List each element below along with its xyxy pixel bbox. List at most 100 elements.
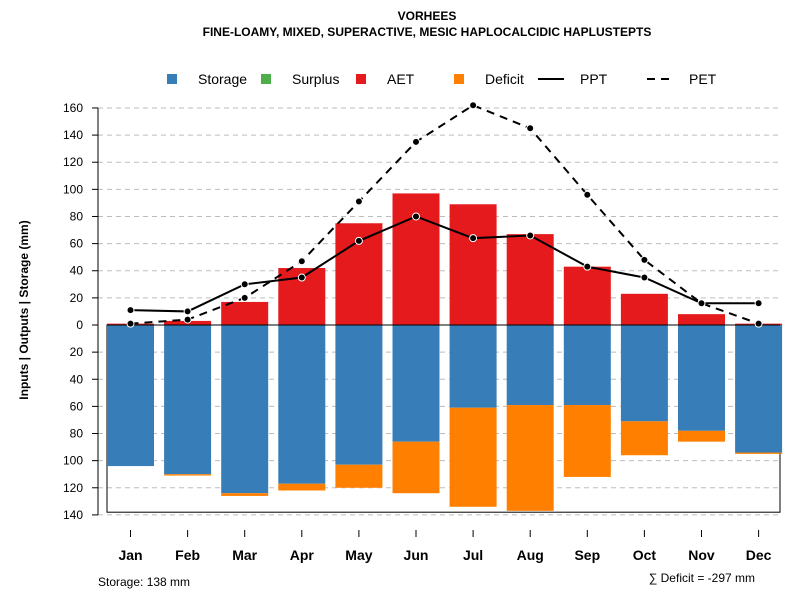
y-tick-label: 100 [63,182,83,196]
y-tick-label: 100 [63,454,83,468]
pet-point [183,315,192,324]
y-tick-label: 40 [70,264,84,278]
x-tick-label: Jul [463,547,483,563]
chart-subtitle: FINE-LOAMY, MIXED, SUPERACTIVE, MESIC HA… [203,25,652,39]
y-tick-label: 80 [70,209,84,223]
axes: 160 140 120 100 80 60 40 20 0 20 40 60 80 100 120 140 Ja… [63,101,772,563]
y-tick-label: 140 [63,508,83,522]
deficit-bar [164,474,212,476]
chart-title: VORHEES [398,9,457,23]
x-tick-label: Oct [633,547,657,563]
x-tick-label: Apr [290,547,315,563]
pet-point [754,319,763,328]
y-tick-label: 0 [76,318,83,332]
aet-bar [620,293,668,325]
storage-footnote: Storage: 138 mm [98,575,190,589]
pet-line [130,104,759,325]
deficit-bar [678,430,725,442]
y-tick-label: 80 [70,427,84,441]
storage-bar [392,325,440,442]
ppt-point [469,234,478,243]
ppt-line [130,215,759,313]
pet-point [354,197,363,206]
ppt-point [754,299,763,308]
pet-point [526,124,535,133]
y-axis-label: Inputs | Outputs | Storage (mm) [17,220,31,399]
y-tick-label: 40 [70,372,84,386]
y-tick-label: 120 [63,481,83,495]
legend-swatch [167,74,177,84]
aet-bar [678,314,725,325]
legend-label: PPT [580,71,608,87]
storage-bar [735,325,783,453]
x-tick-label: Jan [118,547,142,563]
legend-entry-deficit: Deficit [454,71,524,87]
legend-label: AET [387,71,415,87]
pet-point [240,293,249,302]
deficit-bar [392,441,440,494]
x-tick-label: May [345,547,372,563]
ppt-point [240,280,249,289]
pet-point [469,101,478,110]
deficit-bar [506,405,554,511]
ppt-point [697,299,706,308]
deficit-bar [335,464,383,488]
aet-bar [449,204,497,325]
storage-bar [164,325,212,475]
x-tick-label: Dec [746,547,772,563]
legend-label: Storage [198,71,247,87]
aet-bar [506,234,554,325]
aet-bar [221,301,269,325]
y-tick-label: 20 [70,345,84,359]
legend-entry-storage: Storage [167,71,247,87]
legend-swatch [454,74,464,84]
legend: Storage Surplus AET Deficit PPT PET [167,71,717,87]
y-tick-label: 20 [70,291,84,305]
x-tick-label: Jun [404,547,429,563]
legend-swatch [356,74,366,84]
ppt-point [412,212,420,221]
pet-point [640,255,649,264]
pet-point [126,319,135,328]
deficit-bar [449,407,497,507]
pet-point [412,137,420,146]
deficit-footnote: ∑ Deficit = -297 mm [649,571,755,585]
x-tick-label: Nov [688,547,715,563]
x-tick-label: Mar [232,547,257,563]
deficit-bar [221,493,269,496]
storage-bar [107,325,154,467]
ppt-point [126,306,135,315]
ppt-point [640,273,649,282]
deficit-bar [278,483,326,491]
y-tick-label: 160 [63,101,83,115]
deficit-bar [620,421,668,456]
deficit-bar [735,452,783,454]
y-tick-label: 60 [70,399,84,413]
storage-bar [506,325,554,406]
storage-bar [449,325,497,408]
ppt-point [354,236,363,245]
deficit-bar [563,405,611,477]
storage-bar [221,325,269,494]
ppt-point [583,262,592,271]
storage-bar [278,325,326,484]
legend-label: Deficit [485,71,524,87]
storage-bar [678,325,725,431]
legend-label: PET [689,71,717,87]
legend-entry-aet: AET [356,71,415,87]
ppt-point [297,273,306,282]
y-tick-label: 60 [70,237,84,251]
legend-entry-surplus: Surplus [261,71,339,87]
storage-bar [620,325,668,422]
bars [107,193,783,511]
y-tick-label: 120 [63,155,83,169]
x-tick-label: Feb [175,547,200,563]
aet-bar [563,266,611,325]
x-tick-label: Sep [574,547,600,563]
ppt-point [526,231,535,240]
legend-label: Surplus [292,71,339,87]
pet-point [583,190,592,199]
series-lines [126,101,763,328]
legend-entry-ppt: PPT [538,71,608,87]
